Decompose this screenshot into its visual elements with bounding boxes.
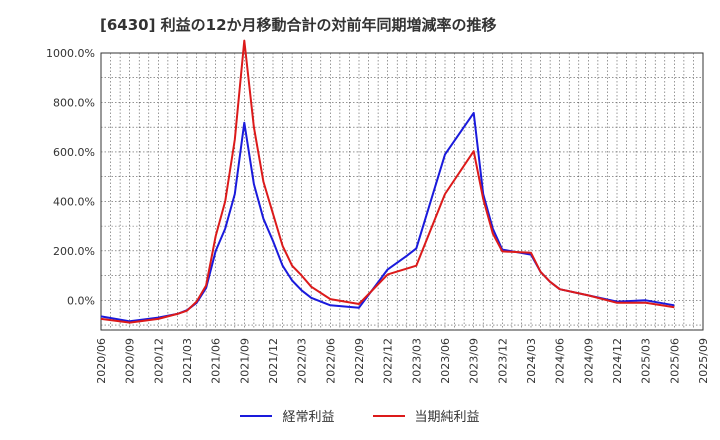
- x-tick-label: 2023/06: [439, 338, 452, 384]
- grid-lines: [101, 53, 703, 330]
- x-tick-label: 2025/03: [640, 338, 653, 384]
- x-tick-label: 2024/09: [582, 338, 595, 384]
- y-tick-label: 200.0%: [53, 245, 95, 258]
- x-tick-label: 2021/06: [210, 338, 223, 384]
- series-line-1: [100, 39, 675, 324]
- x-tick-label: 2024/03: [525, 338, 538, 384]
- x-tick-label: 2022/12: [382, 338, 395, 384]
- x-tick-label: 2022/09: [353, 338, 366, 384]
- x-tick-label: 2022/03: [296, 338, 309, 384]
- legend-label-ordinary-profit: 経常利益: [282, 410, 335, 425]
- y-tick-label: 400.0%: [53, 195, 95, 208]
- legend-swatch-ordinary-profit: [240, 414, 273, 417]
- x-tick-label: 2020/06: [95, 338, 108, 384]
- y-tick-label: 1000.0%: [46, 47, 95, 60]
- x-tick-label: 2021/03: [181, 338, 194, 384]
- legend: 経常利益 当期純利益: [0, 406, 720, 425]
- x-tick-label: 2023/09: [468, 338, 481, 384]
- legend-label-net-profit: 当期純利益: [414, 410, 480, 425]
- x-tick-label: 2021/12: [267, 338, 280, 384]
- chart-title: [6430] 利益の12か月移動合計の対前年同期増減率の推移: [100, 16, 497, 34]
- series-layer: [100, 39, 675, 324]
- legend-item-ordinary-profit: 経常利益: [240, 406, 335, 425]
- x-tick-label: 2020/12: [152, 338, 165, 384]
- x-tick-label: 2024/06: [554, 338, 567, 384]
- x-tick-label: 2025/09: [697, 338, 710, 384]
- x-tick-label: 2024/12: [611, 338, 624, 384]
- x-tick-label: 2023/12: [496, 338, 509, 384]
- x-tick-label: 2021/09: [238, 338, 251, 384]
- x-tick-label: 2022/06: [324, 338, 337, 384]
- legend-swatch-net-profit: [372, 414, 405, 417]
- y-tick-label: 800.0%: [53, 96, 95, 109]
- y-tick-label: 0.0%: [67, 294, 95, 307]
- x-tick-label: 2025/06: [668, 338, 681, 384]
- x-tick-label: 2020/09: [124, 338, 137, 384]
- x-tick-label: 2023/03: [410, 338, 423, 384]
- legend-item-net-profit: 当期純利益: [372, 406, 480, 425]
- plot-area: [100, 52, 704, 331]
- y-axis-ticks: 0.0% 200.0% 400.0% 600.0% 800.0% 1000.0%: [46, 47, 95, 307]
- x-axis-ticks: 2020/06 2020/09 2020/12 2021/03 2021/06 2021/…: [95, 338, 710, 384]
- y-tick-label: 600.0%: [53, 146, 95, 159]
